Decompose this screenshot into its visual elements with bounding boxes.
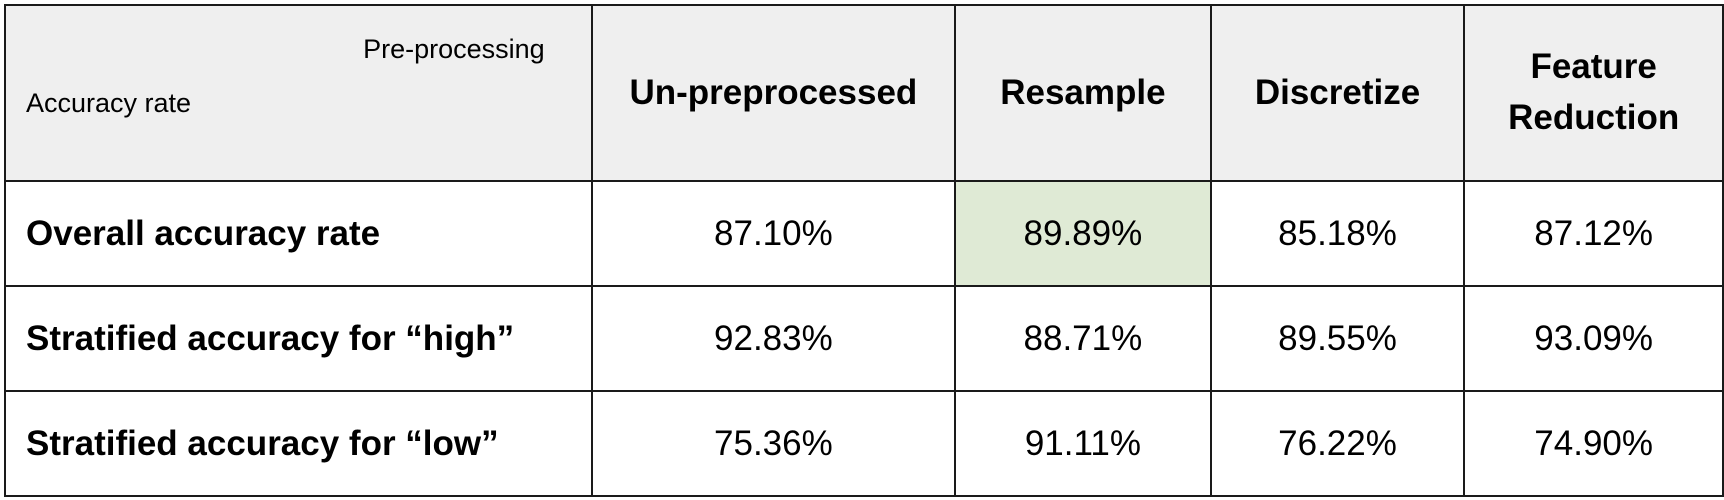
- table-row-high: Stratified accuracy for “high” 92.83% 88…: [4, 285, 1724, 392]
- value-cell-highlighted: 89.89%: [954, 180, 1212, 287]
- header-row: Pre-processing Accuracy rate Un-preproce…: [4, 4, 1724, 182]
- value-cell: 89.55%: [1209, 285, 1466, 392]
- table-row-overall: Overall accuracy rate 87.10% 89.89% 85.1…: [4, 180, 1724, 287]
- row-label-high: Stratified accuracy for “high”: [4, 285, 593, 392]
- corner-header-cell: Pre-processing Accuracy rate: [4, 4, 593, 182]
- value-cell: 74.90%: [1463, 390, 1724, 497]
- row-label-overall: Overall accuracy rate: [4, 180, 593, 287]
- value-cell: 92.83%: [590, 285, 957, 392]
- value-cell: 76.22%: [1209, 390, 1466, 497]
- accuracy-table-container: Pre-processing Accuracy rate Un-preproce…: [4, 4, 1724, 497]
- column-header-feature-reduction: Feature Reduction: [1463, 4, 1724, 182]
- value-cell: 88.71%: [954, 285, 1212, 392]
- value-cell: 93.09%: [1463, 285, 1724, 392]
- value-cell: 91.11%: [954, 390, 1212, 497]
- column-header-discretize: Discretize: [1209, 4, 1466, 182]
- column-header-label: Un-preprocessed: [629, 72, 918, 112]
- value-cell: 87.10%: [590, 180, 957, 287]
- value-cell: 85.18%: [1209, 180, 1466, 287]
- table-row-low: Stratified accuracy for “low” 75.36% 91.…: [4, 390, 1724, 497]
- column-header-label: Resample: [1000, 72, 1166, 112]
- corner-label-accuracy-rate: Accuracy rate: [26, 88, 192, 118]
- column-header-label: Discretize: [1254, 72, 1421, 112]
- column-header-resample: Resample: [954, 4, 1212, 182]
- accuracy-table: Pre-processing Accuracy rate Un-preproce…: [4, 4, 1724, 497]
- corner-label-preprocessing: Pre-processing: [363, 34, 545, 64]
- column-header-unpreprocessed: Un-preprocessed: [590, 4, 957, 182]
- row-label-low: Stratified accuracy for “low”: [4, 390, 593, 497]
- column-header-label-line2: Reduction: [1508, 98, 1680, 137]
- value-cell: 87.12%: [1463, 180, 1724, 287]
- value-cell: 75.36%: [590, 390, 957, 497]
- column-header-label-line1: Feature: [1530, 47, 1657, 87]
